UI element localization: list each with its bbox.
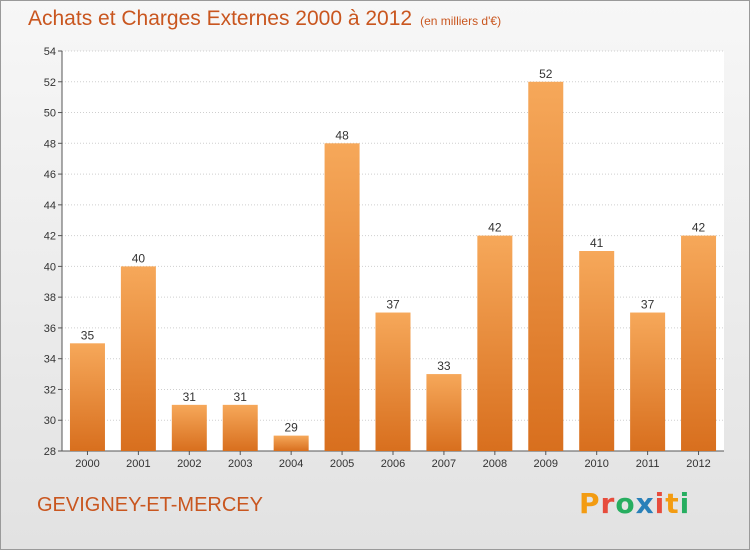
x-tick-label: 2001 bbox=[126, 458, 150, 470]
y-tick-label: 32 bbox=[44, 384, 56, 396]
bar-chart: 28 30 32 34 36 38 40 42 44 46 48 50 52 54 35 2000 40 2001… bbox=[44, 46, 724, 470]
value-label: 40 bbox=[132, 251, 146, 265]
logo-letter: o bbox=[615, 487, 636, 520]
logo-letter: r bbox=[600, 487, 616, 520]
x-tick-label: 2005 bbox=[330, 458, 354, 470]
y-tick-label: 48 bbox=[44, 138, 56, 150]
x-tick-label: 2007 bbox=[432, 458, 456, 470]
x-tick-label: 2003 bbox=[228, 458, 252, 470]
x-tick-label: 2002 bbox=[177, 458, 201, 470]
y-tick-label: 44 bbox=[44, 200, 56, 212]
value-label: 41 bbox=[590, 236, 604, 250]
y-tick-label: 40 bbox=[44, 261, 56, 273]
value-label: 37 bbox=[641, 298, 655, 312]
y-tick-label: 46 bbox=[44, 169, 56, 181]
logo-letter: x bbox=[635, 487, 655, 520]
y-tick-label: 34 bbox=[44, 354, 56, 366]
y-tick-label: 36 bbox=[44, 323, 56, 335]
y-tick-label: 52 bbox=[44, 77, 56, 89]
bar-2010 bbox=[579, 251, 615, 451]
bar-2012 bbox=[681, 235, 717, 451]
bar-2003 bbox=[222, 404, 258, 451]
logo-letter: i bbox=[679, 487, 691, 520]
bar-2004 bbox=[273, 435, 309, 451]
x-tick-label: 2010 bbox=[584, 458, 608, 470]
x-tick-label: 2011 bbox=[636, 458, 660, 470]
x-tick-label: 2000 bbox=[75, 458, 99, 470]
commune-name: GEVIGNEY-ET-MERCEY bbox=[37, 494, 263, 516]
y-tick-label: 38 bbox=[44, 292, 56, 304]
value-label: 29 bbox=[284, 421, 298, 435]
value-label: 33 bbox=[437, 359, 451, 373]
bar-2008 bbox=[477, 235, 513, 451]
y-tick-label: 30 bbox=[44, 415, 56, 427]
value-label: 42 bbox=[692, 221, 706, 235]
bar-2007 bbox=[426, 374, 462, 451]
y-tick-label: 50 bbox=[44, 108, 56, 120]
logo-letter: i bbox=[654, 487, 666, 520]
logo-letter: P bbox=[579, 487, 601, 520]
value-label: 48 bbox=[335, 128, 349, 142]
x-tick-label: 2008 bbox=[483, 458, 507, 470]
y-tick-label: 42 bbox=[44, 231, 56, 243]
y-tick-label: 28 bbox=[44, 446, 56, 458]
x-tick-label: 2006 bbox=[381, 458, 405, 470]
value-label: 42 bbox=[488, 221, 502, 235]
x-tick-label: 2012 bbox=[686, 458, 710, 470]
title-text: Achats et Charges Externes 2000 à 2012 bbox=[28, 7, 413, 30]
bar-2000 bbox=[69, 343, 105, 451]
logo-letter: t bbox=[665, 487, 680, 520]
value-label: 52 bbox=[539, 67, 553, 81]
bar-2011 bbox=[630, 312, 666, 451]
bar-2006 bbox=[375, 312, 411, 451]
bar-2001 bbox=[120, 266, 156, 451]
chart-title: Achats et Charges Externes 2000 à 2012 (e… bbox=[28, 7, 501, 31]
bar-2005 bbox=[324, 143, 360, 452]
bar-2009 bbox=[528, 81, 564, 452]
y-tick-label: 54 bbox=[44, 46, 56, 58]
x-tick-label: 2004 bbox=[279, 458, 303, 470]
value-label: 31 bbox=[234, 390, 248, 404]
value-label: 31 bbox=[183, 390, 197, 404]
bar-2002 bbox=[171, 404, 207, 451]
proxiti-logo: Proxiti bbox=[579, 487, 690, 520]
x-tick-label: 2009 bbox=[534, 458, 558, 470]
value-label: 37 bbox=[386, 298, 400, 312]
value-label: 35 bbox=[81, 328, 95, 342]
title-unit: (en milliers d'€) bbox=[420, 14, 502, 28]
